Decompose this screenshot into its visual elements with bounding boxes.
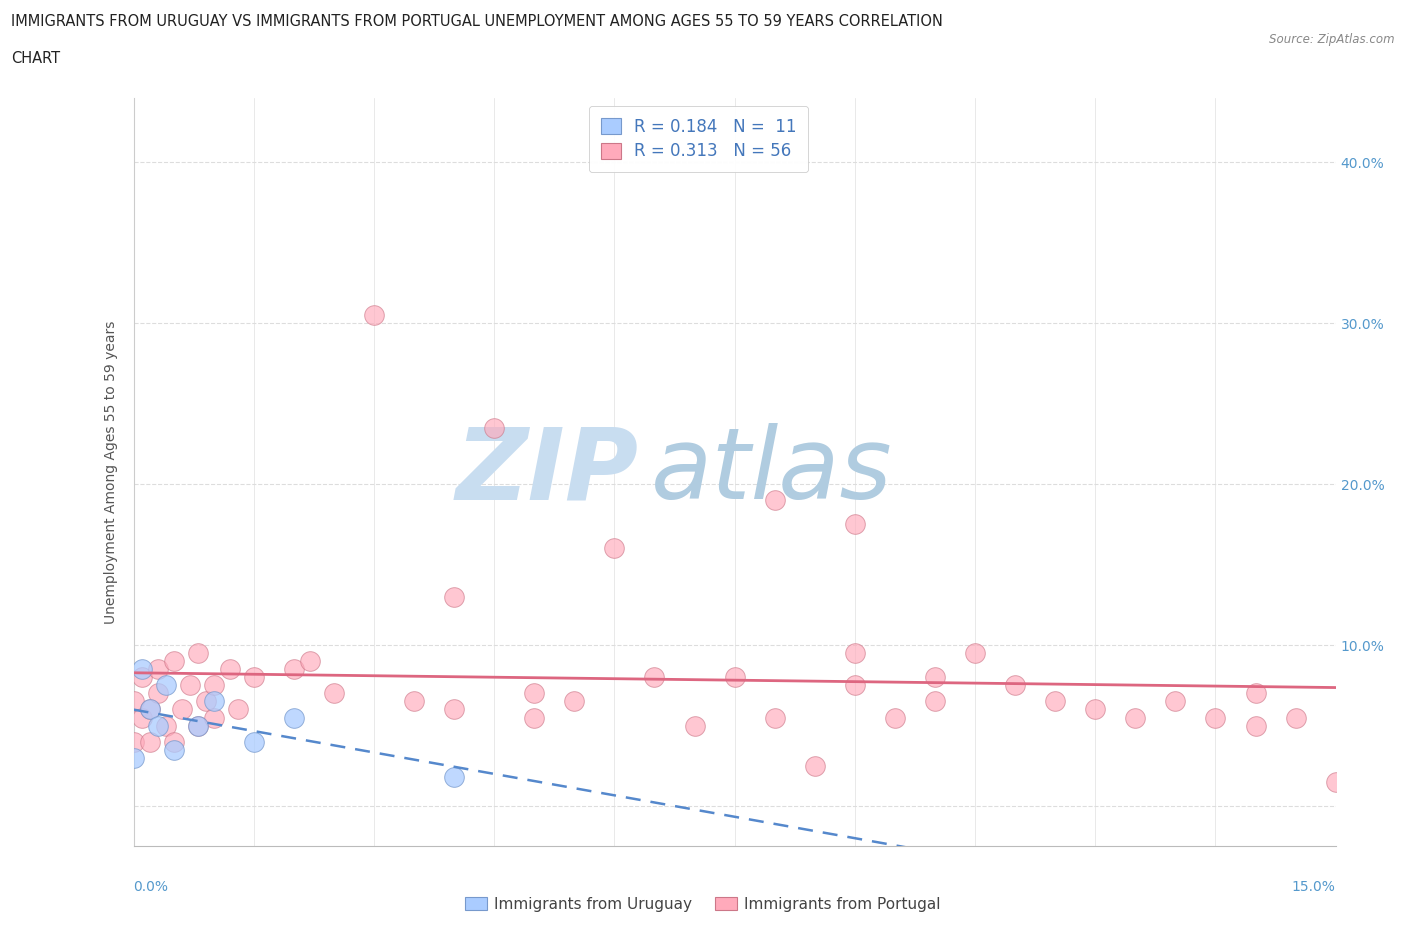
Point: [162, 742, 186, 757]
Point: [131, 662, 153, 677]
Point: [218, 662, 240, 677]
Point: [155, 718, 177, 733]
Point: [965, 645, 987, 660]
Point: [523, 711, 546, 725]
Point: [443, 770, 465, 785]
Point: [323, 686, 346, 701]
Text: Source: ZipAtlas.com: Source: ZipAtlas.com: [1270, 33, 1395, 46]
Point: [924, 670, 946, 684]
Point: [1004, 678, 1026, 693]
Point: [122, 734, 145, 749]
Point: [122, 751, 145, 765]
Point: [443, 702, 465, 717]
Point: [844, 517, 866, 532]
Point: [924, 694, 946, 709]
Point: [202, 694, 225, 709]
Point: [122, 694, 145, 709]
Point: [723, 670, 745, 684]
Point: [484, 420, 506, 435]
Point: [179, 678, 201, 693]
Text: atlas: atlas: [651, 423, 893, 521]
Point: [162, 734, 186, 749]
Point: [131, 711, 153, 725]
Point: [523, 686, 546, 701]
Point: [162, 654, 186, 669]
Point: [146, 718, 169, 733]
Text: 0.0%: 0.0%: [134, 880, 169, 894]
Point: [884, 711, 907, 725]
Legend: Immigrants from Uruguay, Immigrants from Portugal: Immigrants from Uruguay, Immigrants from…: [460, 891, 946, 918]
Point: [146, 686, 169, 701]
Y-axis label: Unemployment Among Ages 55 to 59 years: Unemployment Among Ages 55 to 59 years: [104, 320, 118, 624]
Point: [194, 694, 217, 709]
Point: [138, 702, 160, 717]
Point: [138, 734, 160, 749]
Point: [283, 711, 305, 725]
Point: [1204, 711, 1226, 725]
Text: IMMIGRANTS FROM URUGUAY VS IMMIGRANTS FROM PORTUGAL UNEMPLOYMENT AMONG AGES 55 T: IMMIGRANTS FROM URUGUAY VS IMMIGRANTS FR…: [11, 14, 943, 29]
Point: [564, 694, 586, 709]
Point: [763, 493, 786, 508]
Text: 15.0%: 15.0%: [1292, 880, 1336, 894]
Point: [763, 711, 786, 725]
Point: [187, 718, 209, 733]
Point: [131, 670, 153, 684]
Point: [844, 678, 866, 693]
Point: [1324, 775, 1347, 790]
Point: [683, 718, 706, 733]
Point: [146, 662, 169, 677]
Point: [202, 711, 225, 725]
Point: [644, 670, 666, 684]
Point: [804, 758, 827, 773]
Text: CHART: CHART: [11, 51, 60, 66]
Point: [298, 654, 321, 669]
Point: [1125, 711, 1147, 725]
Point: [404, 694, 426, 709]
Point: [187, 718, 209, 733]
Point: [155, 678, 177, 693]
Point: [1244, 686, 1267, 701]
Point: [243, 670, 266, 684]
Point: [283, 662, 305, 677]
Point: [202, 678, 225, 693]
Point: [170, 702, 193, 717]
Point: [1084, 702, 1107, 717]
Point: [443, 590, 465, 604]
Point: [1164, 694, 1187, 709]
Point: [226, 702, 249, 717]
Point: [1244, 718, 1267, 733]
Point: [1285, 711, 1308, 725]
Point: [1045, 694, 1067, 709]
Point: [243, 734, 266, 749]
Point: [138, 702, 160, 717]
Point: [603, 541, 626, 556]
Point: [844, 645, 866, 660]
Legend: R = 0.184   N =  11, R = 0.313   N = 56: R = 0.184 N = 11, R = 0.313 N = 56: [589, 106, 808, 172]
Point: [363, 308, 385, 323]
Point: [187, 645, 209, 660]
Text: ZIP: ZIP: [456, 423, 638, 521]
